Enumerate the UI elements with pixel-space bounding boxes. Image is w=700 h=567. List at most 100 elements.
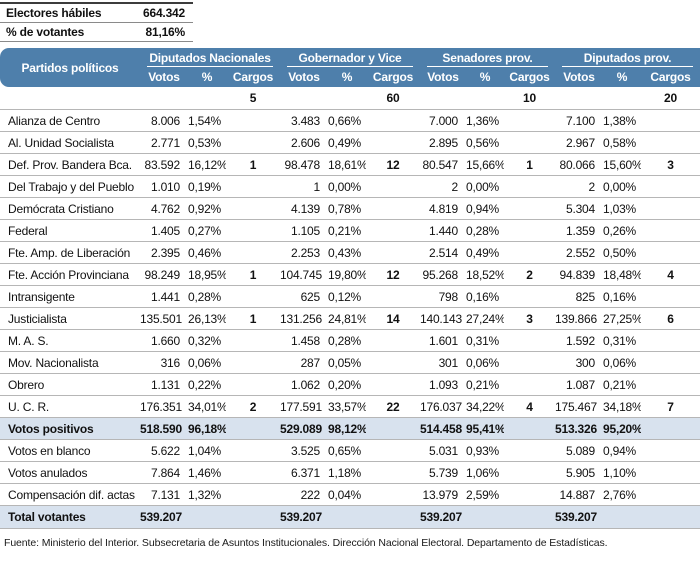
dn-cargos-cell [226, 374, 280, 396]
sp-cargos-cell: 4 [504, 396, 555, 418]
subheader-votos-sp: Votos [420, 67, 466, 87]
gv-pct-cell: 33,57% [328, 396, 366, 418]
row-label: Mov. Nacionalista [0, 352, 140, 374]
row-label: Def. Prov. Bandera Bca. [0, 154, 140, 176]
dp-pct-cell: 27,25% [603, 308, 641, 330]
dp-votos-cell: 1.087 [555, 374, 603, 396]
dp-cargos-cell [641, 110, 700, 132]
dn-votos-cell: 7.864 [140, 462, 188, 484]
pct-votantes-row: % de votantes 81,16% [0, 23, 193, 42]
sp-cargos-cell: 2 [504, 264, 555, 286]
dn-votos-cell: 98.249 [140, 264, 188, 286]
gv-cargos-cell [366, 440, 420, 462]
gv-pct-cell: 0,28% [328, 330, 366, 352]
subheader-pct-dn: % [188, 67, 226, 87]
row-label: Alianza de Centro [0, 110, 140, 132]
sp-pct-cell: 0,49% [466, 242, 504, 264]
dp-cargos-cell [641, 484, 700, 506]
gv-cargos-cell [366, 110, 420, 132]
dn-votos-cell: 539.207 [140, 506, 188, 529]
party-row: Federal 1.405 0,27% 1.105 0,21% 1.440 0,28% 1.3… [0, 220, 700, 242]
gv-cargos-cell [366, 506, 420, 529]
sp-votos-cell: 301 [420, 352, 466, 374]
sp-cargos-cell [504, 374, 555, 396]
dn-cargos-cell [226, 352, 280, 374]
dp-pct-cell: 18,48% [603, 264, 641, 286]
row-label: Fte. Acción Provinciana [0, 264, 140, 286]
gv-cargos-cell [366, 462, 420, 484]
dp-votos-cell: 1.359 [555, 220, 603, 242]
row-label: Intransigente [0, 286, 140, 308]
party-row: Del Trabajo y del Pueblo 1.010 0,19% 1 0,00%… [0, 176, 700, 198]
dp-votos-cell: 2.552 [555, 242, 603, 264]
gv-pct-cell: 18,61% [328, 154, 366, 176]
dn-cargos-cell: 2 [226, 396, 280, 418]
sp-pct-cell: 18,52% [466, 264, 504, 286]
dn-pct-cell: 1,32% [188, 484, 226, 506]
dn-cargos-cell [226, 506, 280, 529]
gv-pct-cell: 0,05% [328, 352, 366, 374]
dp-pct-cell: 0,16% [603, 286, 641, 308]
dn-votos-cell: 1.010 [140, 176, 188, 198]
gv-votos-cell: 222 [280, 484, 328, 506]
dn-cargos-cell [226, 418, 280, 440]
dn-pct-cell: 0,32% [188, 330, 226, 352]
dp-pct-cell [603, 506, 641, 529]
sp-cargos-cell: 1 [504, 154, 555, 176]
sp-pct-cell: 2,59% [466, 484, 504, 506]
gv-pct-cell: 0,12% [328, 286, 366, 308]
electores-habiles-label: Electores hábiles [6, 6, 102, 20]
sp-pct-cell: 0,21% [466, 374, 504, 396]
dp-cargos-cell [641, 440, 700, 462]
gv-votos-cell: 2.253 [280, 242, 328, 264]
sp-votos-cell: 2 [420, 176, 466, 198]
party-row: Mov. Nacionalista 316 0,06% 287 0,05% 301 0,06… [0, 352, 700, 374]
sp-cargos-cell [504, 286, 555, 308]
summary-row: Votos en blanco 5.622 1,04% 3.525 0,65% 5.031… [0, 440, 700, 462]
sp-pct-cell: 34,22% [466, 396, 504, 418]
sp-pct-cell: 0,06% [466, 352, 504, 374]
sp-pct-cell: 0,16% [466, 286, 504, 308]
summary-row: Votos anulados 7.864 1,46% 6.371 1,18% 5.739 1… [0, 462, 700, 484]
dn-pct-cell: 0,27% [188, 220, 226, 242]
seats-row-spacer [420, 87, 504, 110]
dp-cargos-cell [641, 176, 700, 198]
sp-cargos-cell [504, 352, 555, 374]
pct-votantes-label: % de votantes [6, 25, 85, 39]
row-label: Votos anulados [0, 462, 140, 484]
dp-votos-cell: 5.089 [555, 440, 603, 462]
sp-pct-cell: 0,56% [466, 132, 504, 154]
subheader-votos-dp: Votos [555, 67, 603, 87]
dp-cargos-cell [641, 330, 700, 352]
party-row: U. C. R. 176.351 34,01% 2 177.591 33,57% 22 176… [0, 396, 700, 418]
dp-cargos-cell [641, 220, 700, 242]
party-column-header: Partidos políticos [0, 48, 140, 87]
dp-pct-cell: 0,00% [603, 176, 641, 198]
sp-votos-cell: 798 [420, 286, 466, 308]
subheader-cargos-dn: Cargos [226, 67, 280, 87]
dp-cargos-cell: 6 [641, 308, 700, 330]
gv-votos-cell: 1.062 [280, 374, 328, 396]
dn-pct-cell: 96,18% [188, 418, 226, 440]
subheader-pct-gv: % [328, 67, 366, 87]
gv-cargos-cell: 12 [366, 154, 420, 176]
dn-votos-cell: 316 [140, 352, 188, 374]
gv-cargos-cell [366, 330, 420, 352]
dn-cargos-cell [226, 132, 280, 154]
row-label: Federal [0, 220, 140, 242]
dn-votos-cell: 176.351 [140, 396, 188, 418]
dn-pct-cell: 0,46% [188, 242, 226, 264]
dp-pct-cell: 2,76% [603, 484, 641, 506]
seats-total-gv: 60 [366, 87, 420, 110]
dn-votos-cell: 4.762 [140, 198, 188, 220]
sp-votos-cell: 176.037 [420, 396, 466, 418]
sp-cargos-cell [504, 132, 555, 154]
sp-votos-cell: 140.143 [420, 308, 466, 330]
gv-cargos-cell [366, 132, 420, 154]
dn-pct-cell: 0,28% [188, 286, 226, 308]
dn-votos-cell: 518.590 [140, 418, 188, 440]
dp-votos-cell: 175.467 [555, 396, 603, 418]
row-label: U. C. R. [0, 396, 140, 418]
gv-cargos-cell: 14 [366, 308, 420, 330]
dp-votos-cell: 94.839 [555, 264, 603, 286]
